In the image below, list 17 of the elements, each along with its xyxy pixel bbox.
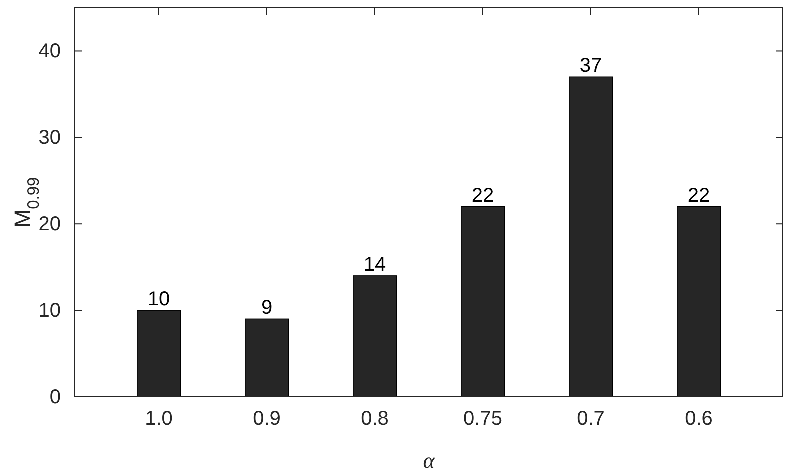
- x-tick-label: 0.6: [685, 408, 713, 430]
- x-tick-label: 1.0: [145, 408, 173, 430]
- x-tick-label: 0.9: [253, 408, 281, 430]
- x-tick-label: 0.8: [361, 408, 389, 430]
- data-label: 37: [580, 55, 602, 78]
- y-tick-label: 30: [38, 127, 61, 150]
- data-label: 10: [148, 288, 170, 311]
- data-label: 9: [261, 297, 273, 320]
- x-tick-label: 0.7: [577, 408, 605, 430]
- x-axis-title: α: [423, 448, 436, 473]
- y-tick-label: 10: [38, 300, 61, 322]
- y-tick-label: 0: [50, 386, 61, 408]
- y-tick-label: 40: [38, 40, 61, 63]
- data-label: 22: [688, 184, 710, 207]
- data-label: 14: [364, 254, 386, 276]
- data-label: 22: [472, 184, 494, 207]
- x-tick-label: 0.75: [464, 408, 502, 430]
